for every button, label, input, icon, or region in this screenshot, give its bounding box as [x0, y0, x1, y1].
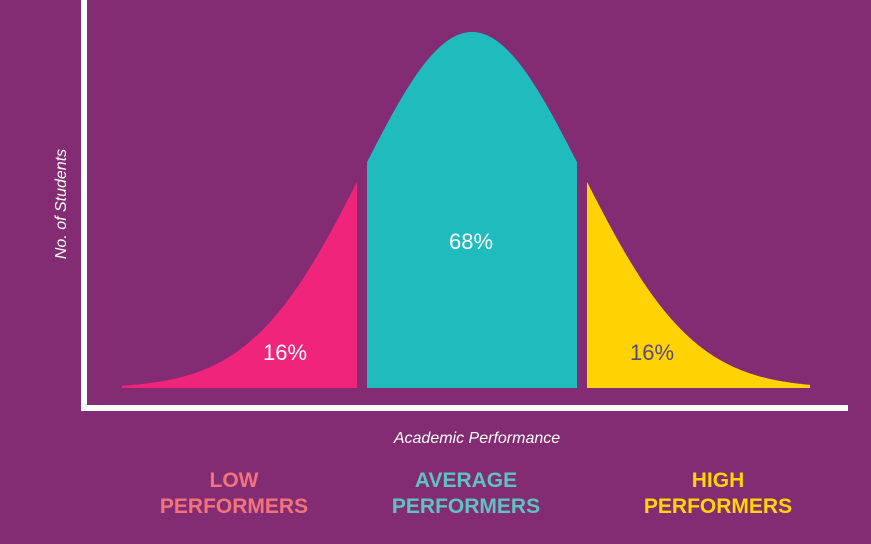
legend-high-line1: HIGH [691, 469, 745, 492]
legend-low-line2: PERFORMERS [159, 495, 309, 518]
legend-average-line2: PERFORMERS [391, 495, 541, 518]
curve-segments [122, 32, 810, 388]
legend-low-performers: LOW PERFORMERS [134, 468, 334, 520]
y-axis-label: No. of Students [53, 149, 70, 259]
legend-average-line1: AVERAGE [414, 469, 518, 492]
x-axis-label: Academic Performance [393, 430, 560, 447]
legend-high-performers: HIGH PERFORMERS [618, 468, 818, 520]
data-label-high: 16% [630, 340, 674, 365]
legend-low-line1: LOW [209, 469, 259, 492]
legend-high-line2: PERFORMERS [643, 495, 793, 518]
legend-average-performers: AVERAGE PERFORMERS [366, 468, 566, 520]
data-label-average: 68% [449, 229, 493, 254]
segment-average [367, 32, 577, 388]
segment-low [122, 181, 357, 388]
segment-high [587, 181, 810, 388]
data-label-low: 16% [263, 340, 307, 365]
